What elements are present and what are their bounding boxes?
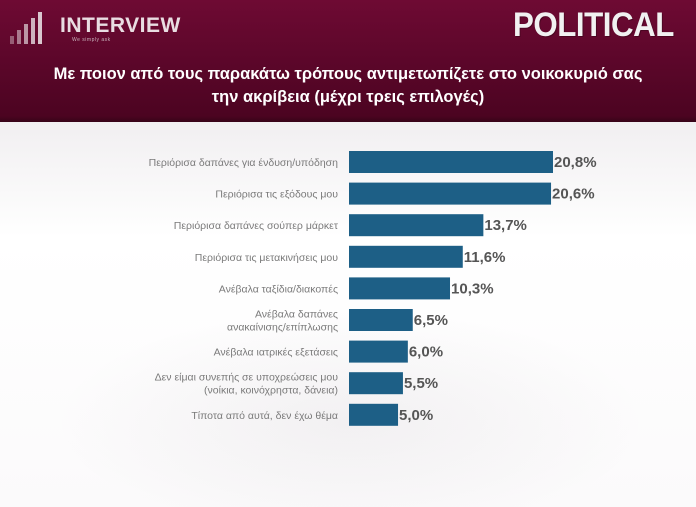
- bars-logo-icon: [10, 12, 54, 44]
- chart-title: Με ποιον από τους παρακάτω τρόπους αντιμ…: [53, 65, 643, 106]
- category-label: ανακαίνισης/επίπλωσης: [227, 322, 338, 334]
- bar-value-label: 11,6%: [464, 249, 506, 266]
- bar: [349, 403, 399, 426]
- bar: [349, 182, 552, 205]
- category-label: Ανέβαλα δαπάνες: [255, 309, 338, 321]
- brand-title: POLITICAL: [513, 6, 674, 44]
- bar: [349, 214, 484, 237]
- bar-value-label: 6,5%: [414, 312, 448, 329]
- logo-tagline: We simply ask: [72, 37, 111, 43]
- bar-value-label: 20,8%: [554, 154, 597, 171]
- bar: [349, 309, 413, 331]
- background-image: [0, 122, 696, 507]
- bar: [349, 151, 553, 173]
- bar: [349, 245, 463, 268]
- category-label: Δεν είμαι συνεπής σε υποχρεώσεις μου: [155, 372, 339, 384]
- category-label: Τίποτα από αυτά, δεν έχω θέμα: [191, 410, 338, 422]
- bar: [349, 277, 451, 300]
- interview-logo: INTERVIEW We simply ask: [10, 10, 180, 46]
- category-label: Περιόρισα δαπάνες σούπερ μάρκετ: [174, 220, 339, 232]
- category-label: Ανέβαλα ιατρικές εξετάσεις: [214, 347, 338, 359]
- category-label: Ανέβαλα ταξίδια/διακοπές: [219, 283, 338, 295]
- bar-value-label: 5,0%: [399, 407, 433, 424]
- bar: [349, 340, 408, 363]
- category-label: Περιόρισα τις μετακινήσεις μου: [195, 252, 338, 264]
- bar-value-label: 20,6%: [552, 186, 595, 203]
- category-label: Περιόρισα δαπάνες για ένδυση/υπόδηση: [149, 157, 338, 169]
- bar-value-label: 10,3%: [451, 280, 494, 297]
- bar-value-label: 6,0%: [409, 344, 443, 361]
- header-banner: INTERVIEW We simply ask POLITICAL Με ποι…: [0, 0, 696, 122]
- bar-value-label: 13,7%: [484, 217, 527, 234]
- bar-value-label: 5,5%: [404, 375, 438, 392]
- bar: [349, 372, 403, 395]
- category-label: Περιόρισα τις εξόδους μου: [215, 189, 338, 201]
- category-label: (νοίκια, κοινόχρηστα, δάνεια): [204, 385, 338, 397]
- logo-name: INTERVIEW: [60, 14, 181, 37]
